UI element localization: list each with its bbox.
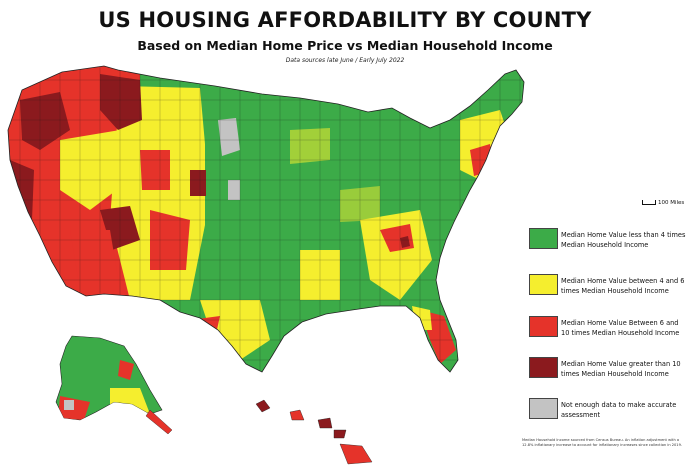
alaska-shape: [55, 335, 173, 435]
legend-label: Median Home Value between 4 and 6 times …: [561, 277, 685, 295]
legend-swatch: [529, 316, 558, 337]
legend-label: Median Home Value less than 4 times Medi…: [561, 231, 686, 249]
hawaii-shape: [255, 399, 373, 465]
footnote-text: Median Household Income sourced from Cen…: [522, 438, 683, 447]
map-subtitle: Based on Median Home Price vs Median Hou…: [137, 38, 553, 53]
map-title: US HOUSING AFFORDABILITY BY COUNTY: [98, 8, 592, 32]
map-scale-bar: 100 Miles: [642, 200, 684, 206]
legend-label: Not enough data to make accurate assessm…: [561, 401, 677, 419]
us-county-map: [0, 60, 600, 465]
data-sources-note: Data sources late June / Early July 2022: [285, 57, 405, 64]
legend-swatch: [529, 228, 558, 249]
legend-swatch: [529, 357, 558, 378]
scale-bar-graphic: [642, 200, 656, 205]
legend-label: Median Home Value greater than 10 times …: [561, 360, 681, 378]
legend-label: Median Home Value Between 6 and 10 times…: [561, 319, 680, 337]
scale-bar-label: 100 Miles: [658, 200, 685, 206]
legend-swatch: [529, 398, 558, 419]
legend-swatch: [529, 274, 558, 295]
